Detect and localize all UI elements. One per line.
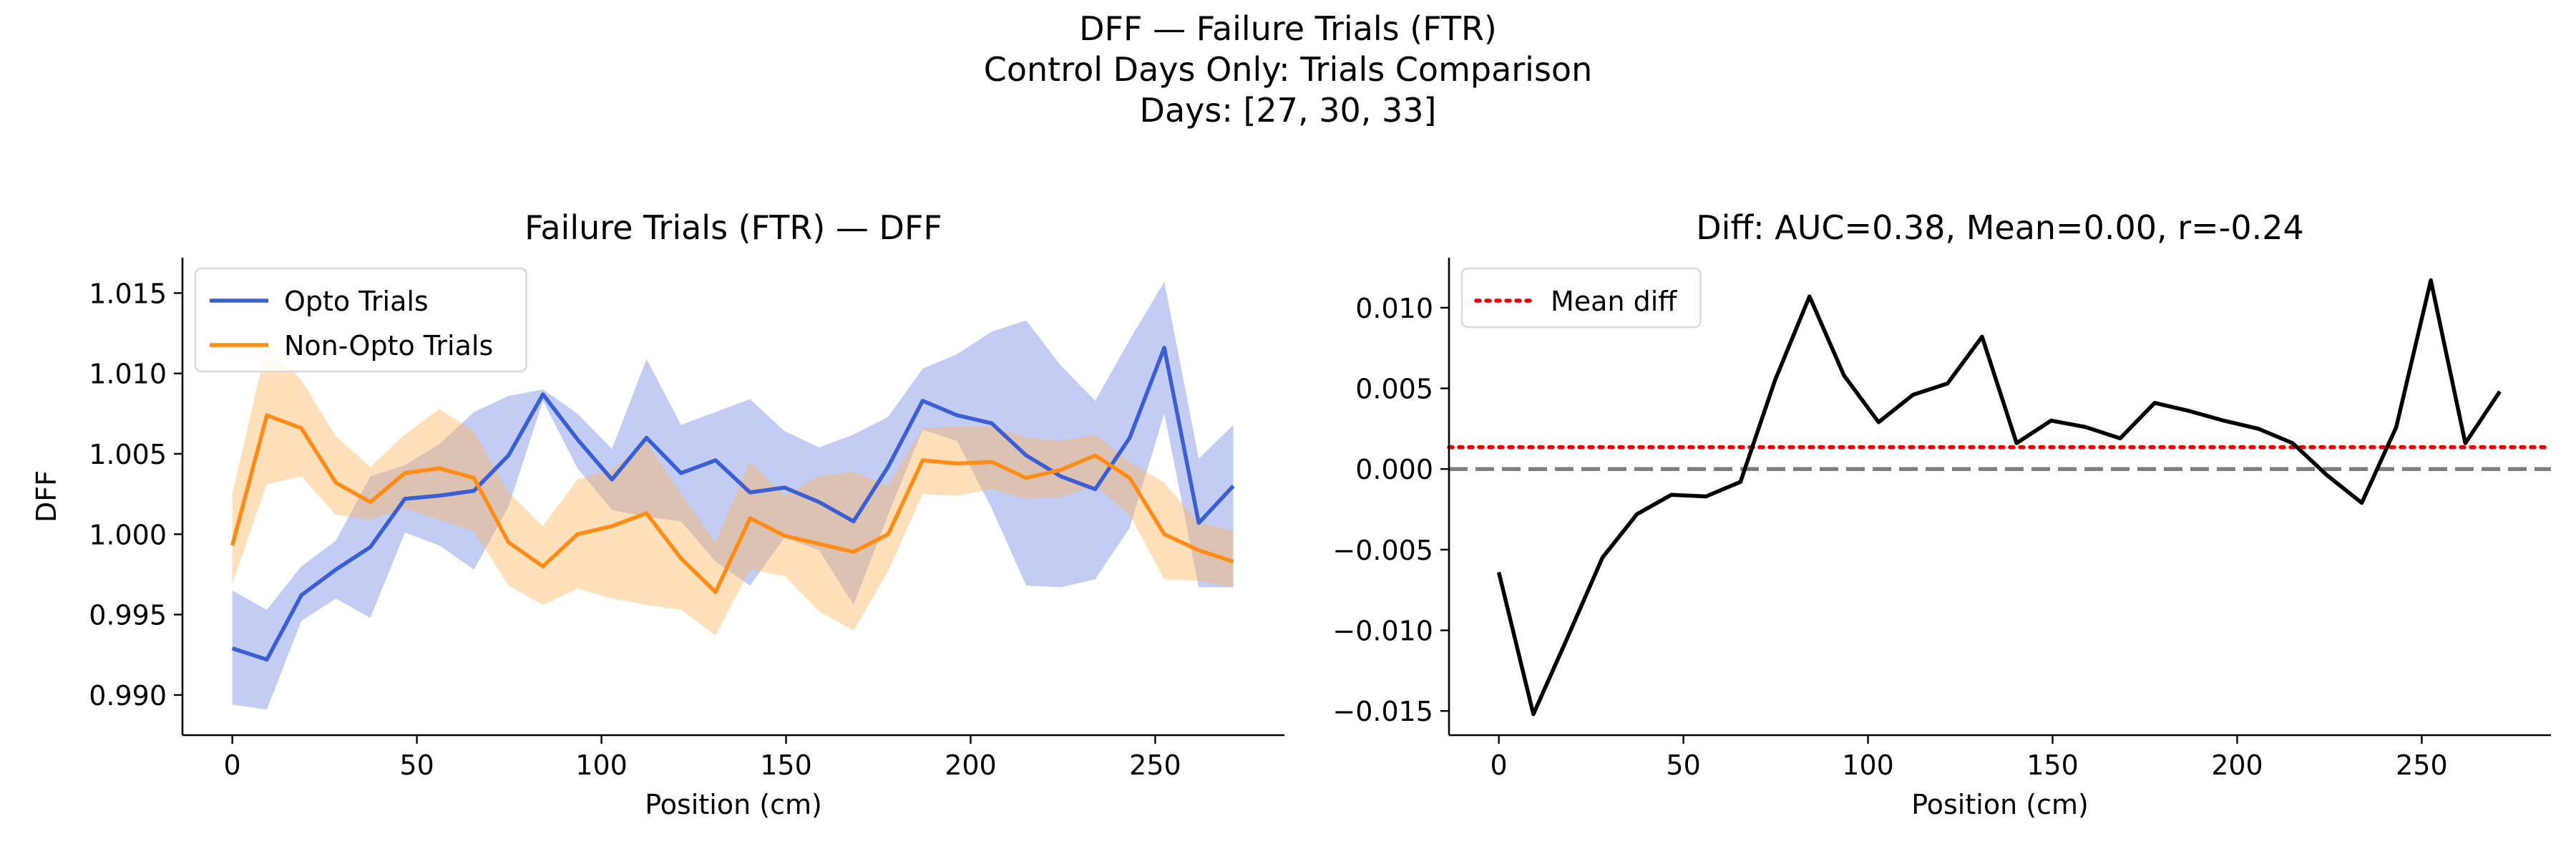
y-tick-label: 1.005 xyxy=(89,439,167,470)
y-axis-label: DFF xyxy=(31,470,62,523)
x-tick-label: 0 xyxy=(224,749,241,781)
y-tick-label: 0.995 xyxy=(89,600,167,631)
x-tick-label: 50 xyxy=(399,749,434,781)
legend: Mean diff xyxy=(1460,267,1702,329)
x-tick-label: 100 xyxy=(1842,749,1894,781)
x-tick-label: 150 xyxy=(2026,749,2079,781)
y-tick-label: 0.000 xyxy=(1355,454,1433,485)
y-tick-label: 1.000 xyxy=(89,519,167,550)
x-axis-label: Position (cm) xyxy=(645,789,822,820)
y-tick-label: −0.010 xyxy=(1332,616,1433,647)
error-band-opto-trials xyxy=(232,281,1234,710)
x-tick-label: 200 xyxy=(945,749,997,781)
x-tick-label: 250 xyxy=(1129,749,1181,781)
suptitle-line-2: Control Days Only: Trials Comparison xyxy=(983,50,1593,89)
x-tick-label: 250 xyxy=(2396,749,2448,781)
series-line-diff xyxy=(1496,278,2502,717)
x-tick-label: 200 xyxy=(2211,749,2263,781)
x-tick-label: 150 xyxy=(760,749,812,781)
legend-entry-label: Mean diff xyxy=(1551,286,1677,317)
x-tick-label: 100 xyxy=(575,749,628,781)
legend-frame xyxy=(194,267,527,373)
series-line-opto-trials xyxy=(231,346,1235,662)
x-tick-label: 50 xyxy=(1666,749,1700,781)
y-tick-label: 1.015 xyxy=(89,278,167,309)
legend-frame xyxy=(1460,267,1702,329)
panel-right: Diff: AUC=0.38, Mean=0.00, r=-0.24 0 50 100… xyxy=(1332,208,2553,820)
legend: Opto Trials Non-Opto Trials xyxy=(194,267,527,373)
x-axis-label: Position (cm) xyxy=(1911,789,2089,820)
y-tick-label: −0.015 xyxy=(1332,696,1433,727)
y-tick-label: 1.010 xyxy=(89,359,167,390)
legend-entry-label: Non-Opto Trials xyxy=(284,330,493,361)
y-tick-label: −0.005 xyxy=(1332,535,1433,566)
suptitle-line-3: Days: [27, 30, 33] xyxy=(1139,91,1437,130)
x-tick-label: 0 xyxy=(1491,749,1508,781)
suptitle-line-1: DFF — Failure Trials (FTR) xyxy=(1079,9,1497,48)
legend-entry-label: Opto Trials xyxy=(284,286,429,317)
y-tick-label: 0.005 xyxy=(1355,374,1433,405)
panel-title: Diff: AUC=0.38, Mean=0.00, r=-0.24 xyxy=(1696,208,2304,247)
panel-left: Failure Trials (FTR) — DFF 0 50 100 150 200 25… xyxy=(31,208,1284,820)
figure-suptitle: DFF — Failure Trials (FTR) Control Days … xyxy=(0,9,2576,131)
y-tick-label: 0.010 xyxy=(1355,293,1433,324)
error-band-non-opto-trials xyxy=(232,344,1234,636)
y-tick-label: 0.990 xyxy=(89,680,167,712)
panel-title: Failure Trials (FTR) — DFF xyxy=(525,208,942,247)
series-line-non-opto-trials xyxy=(230,413,1234,594)
